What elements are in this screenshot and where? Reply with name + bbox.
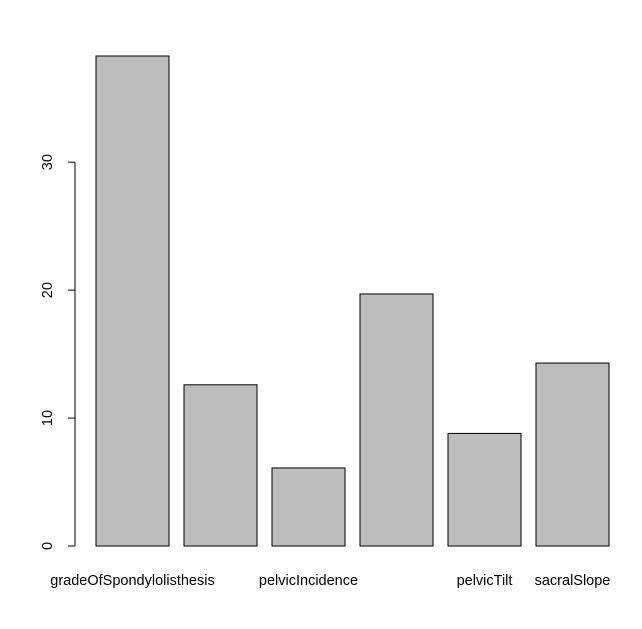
bar-2 — [183, 384, 258, 547]
x-label-1: gradeOfSpondylolisthesis — [50, 573, 214, 589]
bar-4 — [359, 293, 434, 547]
bar-3 — [271, 467, 346, 547]
y-axis: 0 10 20 30 — [40, 154, 76, 550]
x-label-5: pelvicTilt — [457, 573, 513, 589]
bar-1 — [95, 55, 170, 547]
x-axis-labels: gradeOfSpondylolisthesis pelvicIncidence p… — [50, 573, 610, 589]
bar-5 — [447, 432, 522, 547]
y-tick-label-10: 10 — [40, 410, 56, 426]
y-tick-label-30: 30 — [40, 154, 56, 170]
y-tick-label-0: 0 — [40, 542, 56, 550]
x-label-6: sacralSlope — [535, 573, 611, 589]
bars-group — [95, 55, 610, 547]
y-tick-label-20: 20 — [40, 282, 56, 298]
bar-6 — [535, 362, 610, 547]
x-label-3: pelvicIncidence — [259, 573, 358, 589]
